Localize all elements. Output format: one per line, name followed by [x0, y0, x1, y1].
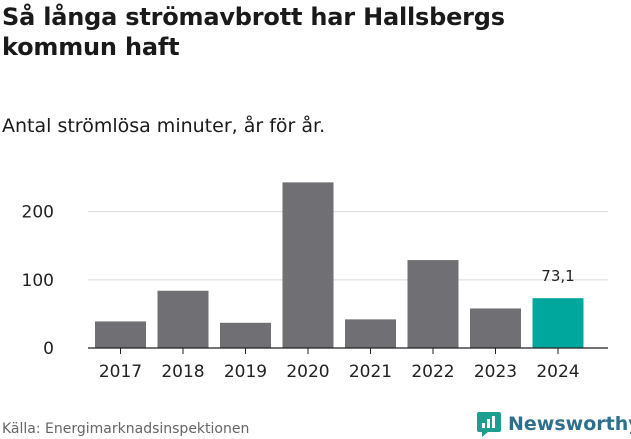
x-tick-label: 2022 [411, 362, 454, 382]
bar-2023 [470, 308, 521, 348]
x-tick-label: 2017 [99, 362, 142, 382]
x-tick-label: 2020 [286, 362, 329, 382]
newsworthy-logo-icon [477, 412, 501, 437]
x-tick-label: 2024 [536, 362, 579, 382]
x-tick-label: 2019 [224, 362, 267, 382]
bar-2017 [95, 321, 146, 348]
y-tick-label: 0 [43, 339, 54, 359]
x-tick-label: 2021 [349, 362, 392, 382]
x-tick-label: 2023 [474, 362, 517, 382]
y-tick-label: 200 [22, 203, 54, 223]
bars [95, 182, 584, 348]
data-label-2024: 73,1 [541, 267, 574, 285]
chart-subtitle: Antal strömlösa minuter, år för år. [2, 115, 326, 137]
source-note: Källa: Energimarknadsinspektionen [2, 421, 250, 437]
bar-chart: 73,1 0 100 200 2017 2018 2019 2020 2021 2022 2023… [22, 182, 608, 382]
x-tick-label: 2018 [161, 362, 204, 382]
bar-2022 [407, 260, 459, 348]
brand: Newsworthy [476, 409, 631, 439]
data-labels: 73,1 [541, 267, 574, 285]
gridlines [88, 211, 608, 281]
bar-2024 [532, 298, 584, 348]
bar-2019 [220, 322, 271, 348]
bar-2018 [157, 290, 209, 348]
y-tick-label: 100 [22, 271, 54, 291]
chart-title: Så långa strömavbrott har Hallsbergs kom… [2, 3, 505, 61]
bar-2021 [345, 319, 396, 348]
bar-2020 [282, 182, 334, 348]
axes: 0 100 200 2017 2018 2019 2020 2021 2022 2023 2024 [22, 203, 608, 382]
brand-name: Newsworthy [508, 413, 631, 435]
